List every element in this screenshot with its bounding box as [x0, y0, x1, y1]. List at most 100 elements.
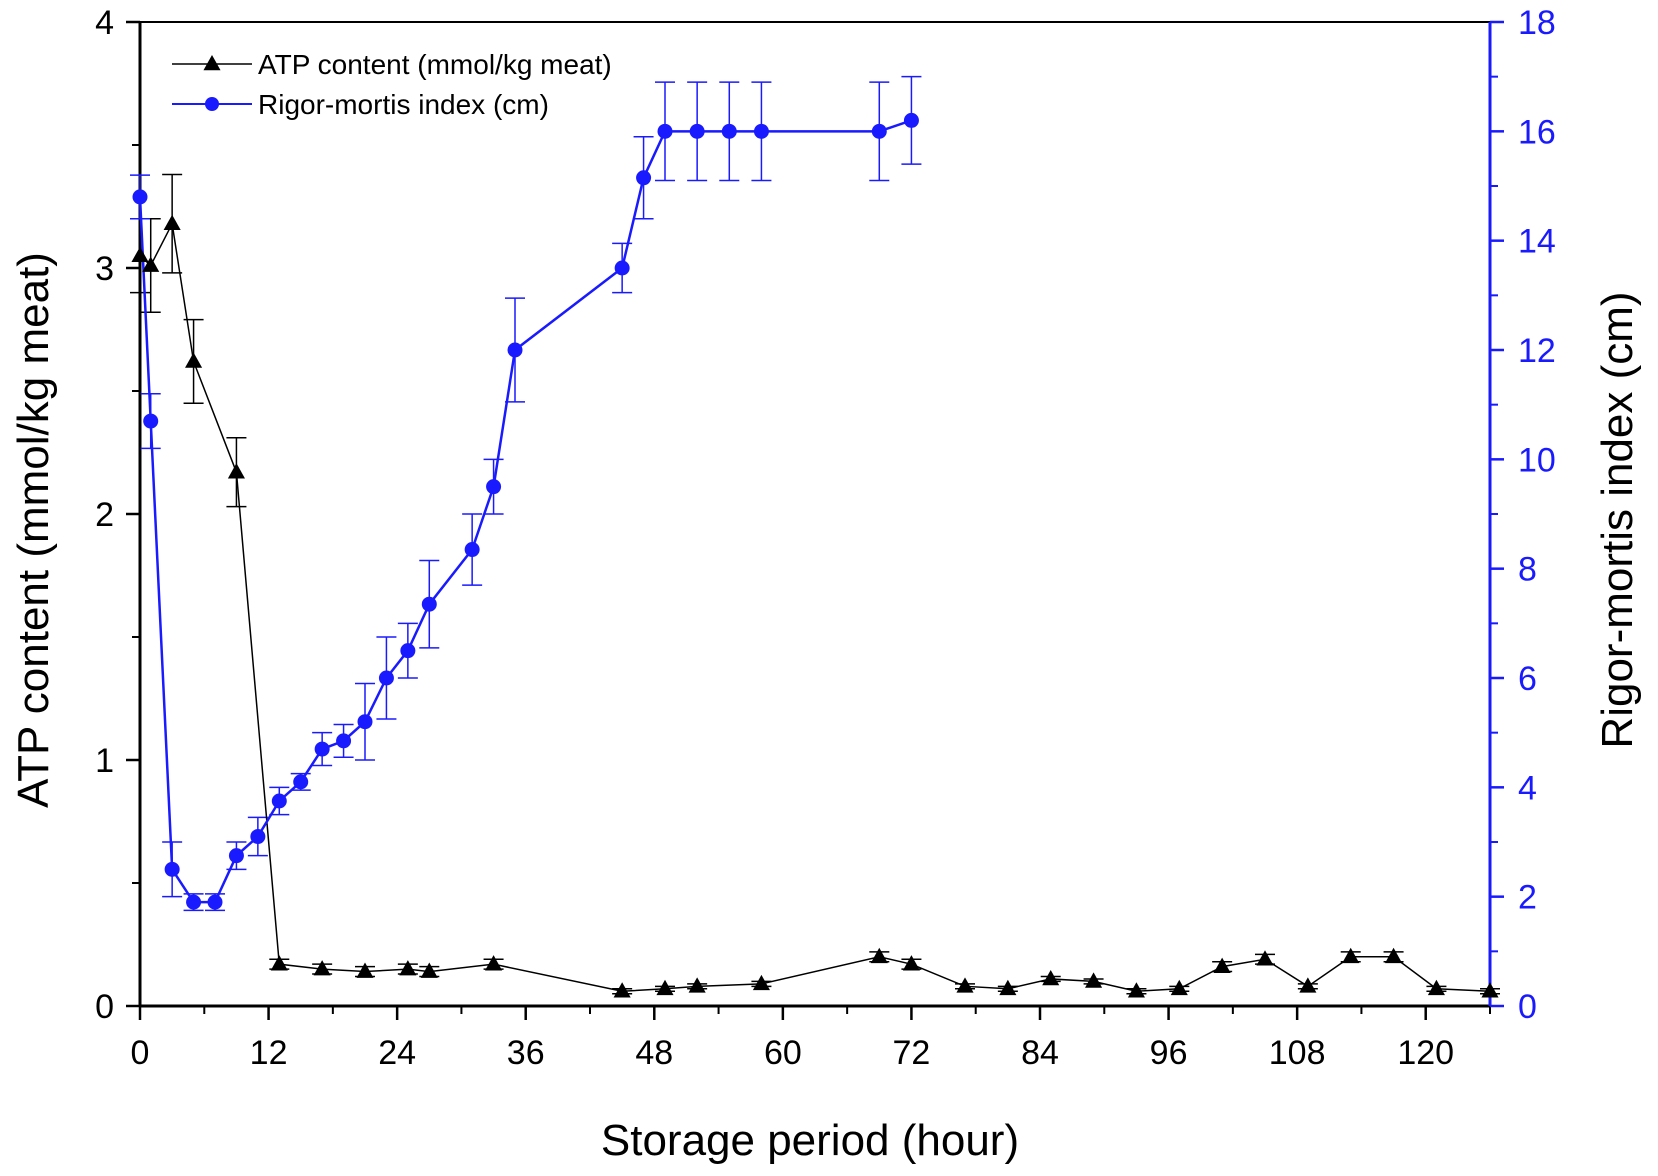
rigor-data-point	[314, 741, 330, 757]
atp-data-point	[870, 947, 888, 964]
atp-data-point	[752, 974, 770, 991]
rigor-data-point	[228, 848, 244, 864]
atp-data-point	[356, 962, 374, 978]
x-tick-label: 48	[635, 1034, 673, 1072]
right-y-tick-label: 18	[1518, 4, 1556, 42]
right-y-tick-label: 10	[1518, 441, 1556, 479]
atp-data-point	[1342, 947, 1360, 964]
rigor-data-point	[753, 123, 769, 139]
atp-data-point	[485, 955, 503, 971]
rigor-data-point	[421, 596, 437, 612]
atp-data-point	[270, 955, 288, 971]
right-y-tick-label: 4	[1518, 769, 1537, 807]
x-tick-label: 12	[250, 1034, 288, 1072]
x-tick-label: 84	[1021, 1034, 1059, 1072]
axis-ticks	[126, 20, 1504, 1020]
atp-data-point	[1256, 950, 1274, 966]
rigor-data-point	[614, 260, 630, 276]
rigor-data-point	[271, 793, 287, 809]
x-tick-label: 24	[378, 1034, 416, 1072]
atp-data-point	[613, 982, 631, 998]
rigor-data-point	[464, 542, 480, 558]
atp-data-point	[163, 214, 181, 231]
rigor-data-point	[378, 670, 394, 686]
right-y-tick-label: 14	[1518, 223, 1556, 261]
legend-rigor-label: Rigor-mortis index (cm)	[258, 89, 549, 120]
legend-item-rigor: Rigor-mortis index (cm)	[172, 89, 549, 120]
legend-atp-label: ATP content (mmol/kg meat)	[258, 49, 612, 80]
rigor-data-point	[143, 413, 159, 429]
rigor-data-point	[207, 894, 223, 910]
x-tick-label: 108	[1269, 1034, 1326, 1072]
x-tick-label: 60	[764, 1034, 802, 1072]
rigor-data-point	[721, 123, 737, 139]
rigor-data-point	[336, 733, 352, 749]
atp-data-point	[999, 979, 1017, 996]
left-y-tick-label: 3	[95, 250, 114, 288]
rigor-data-point	[400, 643, 416, 659]
legend-item-atp: ATP content (mmol/kg meat)	[172, 49, 612, 80]
rigor-data-point	[132, 189, 148, 205]
atp-data-point	[902, 955, 920, 971]
atp-data-point	[313, 960, 331, 976]
right-y-tick-label: 2	[1518, 879, 1537, 917]
atp-data-point	[1127, 982, 1145, 998]
rigor-data-point	[657, 123, 673, 139]
rigor-data-point	[486, 479, 502, 495]
atp-data-point	[399, 960, 417, 976]
right-y-tick-label: 16	[1518, 113, 1556, 151]
rigor-data-point	[250, 829, 266, 845]
right-y-tick-label: 8	[1518, 551, 1537, 589]
rigor-data-point	[636, 170, 652, 186]
rigor-series-line	[138, 119, 912, 904]
atp-series-line	[139, 221, 1491, 992]
legend: ATP content (mmol/kg meat) Rigor-mortis …	[172, 49, 612, 120]
atp-data-point	[1481, 982, 1499, 998]
atp-data-point	[1427, 979, 1445, 996]
series-lines	[138, 119, 1491, 992]
right-y-tick-label: 12	[1518, 332, 1556, 370]
rigor-data-point	[357, 714, 373, 730]
rigor-data-point	[903, 112, 919, 128]
plot-frame	[138, 21, 1492, 1008]
atp-data-point	[420, 962, 438, 978]
x-tick-label: 36	[507, 1034, 545, 1072]
rigor-data-point	[871, 123, 887, 139]
atp-data-point	[1385, 947, 1403, 964]
x-tick-label: 96	[1150, 1034, 1188, 1072]
left-y-tick-label: 0	[95, 988, 114, 1026]
left-y-tick-label: 1	[95, 742, 114, 780]
rigor-data-point	[164, 861, 180, 877]
x-tick-label: 72	[893, 1034, 931, 1072]
atp-data-point	[1170, 979, 1188, 996]
left-y-axis-label: ATP content (mmol/kg meat)	[9, 252, 58, 808]
left-y-tick-label: 2	[95, 496, 114, 534]
atp-data-point	[1213, 957, 1231, 973]
x-axis-label: Storage period (hour)	[601, 1116, 1019, 1165]
axis-tick-labels: 0 12 24 36 48 60 72 84 96 108 12001234024681012141…	[95, 4, 1556, 1072]
left-y-tick-label: 4	[95, 4, 114, 42]
atp-data-point	[956, 977, 974, 993]
atp-data-point	[688, 977, 706, 993]
right-y-tick-label: 0	[1518, 988, 1537, 1026]
x-tick-label: 0	[131, 1034, 150, 1072]
rigor-data-point	[507, 342, 523, 358]
rigor-data-point	[186, 894, 202, 910]
legend-atp-triangle-marker	[203, 55, 221, 71]
atp-data-point	[131, 246, 149, 262]
atp-data-point	[142, 256, 160, 272]
atp-data-point	[1085, 972, 1103, 988]
x-tick-label: 120	[1397, 1034, 1454, 1072]
error-bars	[130, 75, 1500, 995]
right-y-axis-label: Rigor-mortis index (cm)	[1593, 291, 1642, 748]
atp-data-point	[185, 352, 203, 368]
legend-rigor-circle-marker	[205, 97, 219, 111]
series-markers	[131, 112, 1499, 998]
atp-data-point	[1042, 969, 1060, 986]
right-y-tick-label: 6	[1518, 660, 1537, 698]
rigor-data-point	[293, 774, 309, 790]
atp-data-point	[227, 463, 245, 479]
atp-data-point	[1299, 977, 1317, 993]
rigor-data-point	[689, 123, 705, 139]
